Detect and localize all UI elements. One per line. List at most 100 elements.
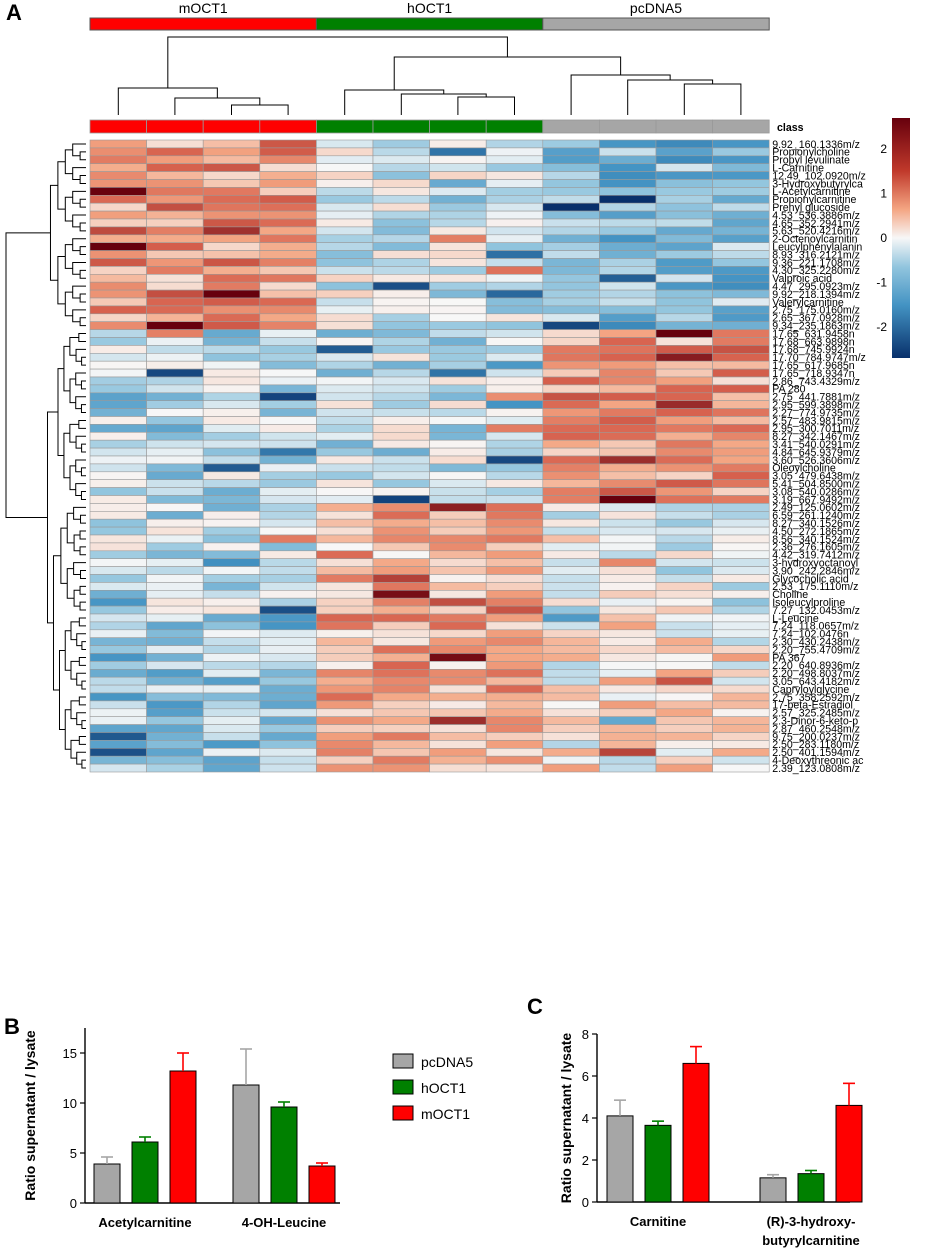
class-cell bbox=[429, 119, 487, 134]
heatmap-cell bbox=[202, 763, 261, 773]
heatmap-cell bbox=[655, 574, 713, 583]
heatmap-cell bbox=[429, 439, 487, 449]
heatmap-cell bbox=[599, 463, 657, 473]
heatmap-cell bbox=[542, 526, 600, 536]
heatmap-cell bbox=[89, 503, 147, 512]
heatmap-cell bbox=[655, 352, 713, 362]
row-label: Valerylcarnitine bbox=[772, 297, 844, 309]
heatmap-cell bbox=[89, 431, 147, 441]
heatmap-cell bbox=[712, 724, 770, 733]
heatmap-cell bbox=[542, 155, 600, 165]
heatmap-cell bbox=[146, 637, 204, 646]
heatmap-cell bbox=[655, 479, 713, 488]
heatmap-cell bbox=[372, 566, 430, 575]
heatmap-cell bbox=[372, 147, 430, 157]
heatmap-cell bbox=[429, 210, 487, 220]
heatmap-cell bbox=[202, 155, 261, 165]
dendrogram-branch bbox=[63, 432, 71, 479]
heatmap-cell bbox=[542, 431, 600, 441]
heatmap-cell bbox=[202, 732, 261, 741]
heatmap-cell bbox=[655, 471, 713, 480]
heatmap-cell bbox=[599, 589, 657, 599]
heatmap-cell bbox=[259, 479, 317, 488]
heatmap-cell bbox=[429, 479, 487, 488]
heatmap-cell bbox=[259, 447, 317, 457]
heatmap-cell bbox=[599, 724, 657, 733]
heatmap-cell bbox=[259, 368, 317, 378]
heatmap-cell bbox=[429, 195, 487, 204]
heatmap-cell bbox=[316, 439, 374, 449]
heatmap-cell bbox=[372, 416, 430, 425]
heatmap-cell bbox=[372, 653, 430, 662]
heatmap-cell bbox=[429, 258, 487, 267]
heatmap-cell bbox=[89, 605, 147, 615]
dendrogram-branch bbox=[75, 396, 86, 410]
heatmap-cell bbox=[712, 574, 770, 583]
heatmap-cell bbox=[712, 337, 770, 346]
row-label: 3.08_540.0286m/z bbox=[772, 486, 860, 498]
heatmap-cell bbox=[542, 510, 600, 520]
heatmap-cell bbox=[259, 416, 317, 425]
heatmap-cell bbox=[429, 416, 487, 425]
heatmap-cell bbox=[259, 653, 317, 662]
heatmap-cell bbox=[259, 534, 317, 544]
heatmap-cell bbox=[316, 597, 374, 607]
heatmap-cell bbox=[259, 597, 317, 607]
heatmap-cell bbox=[712, 147, 770, 157]
heatmap-cell bbox=[372, 503, 430, 512]
heatmap-cell bbox=[202, 542, 261, 552]
heatmap-cell bbox=[542, 202, 600, 212]
heatmap-cell bbox=[485, 613, 544, 623]
heatmap-cell bbox=[712, 242, 770, 251]
heatmap-cell bbox=[712, 653, 770, 662]
heatmap-cell bbox=[712, 218, 770, 228]
heatmap-cell bbox=[202, 360, 261, 370]
heatmap-cell bbox=[655, 305, 713, 315]
heatmap-cell bbox=[259, 692, 317, 702]
heatmap-cell bbox=[316, 424, 374, 433]
heatmap-cell bbox=[655, 210, 713, 220]
heatmap-cell bbox=[372, 471, 430, 480]
heatmap-cell bbox=[202, 376, 261, 386]
heatmap-cell bbox=[485, 653, 544, 662]
heatmap-cell bbox=[372, 250, 430, 259]
heatmap-cell bbox=[429, 668, 487, 678]
heatmap-cell bbox=[655, 700, 713, 710]
heatmap-cell bbox=[202, 518, 261, 528]
row-label: 3.41_540.0291m/z bbox=[772, 439, 860, 451]
heatmap-cell bbox=[712, 313, 770, 322]
heatmap-cell bbox=[89, 566, 147, 575]
heatmap-cell bbox=[429, 234, 487, 244]
heatmap-cell bbox=[372, 424, 430, 433]
heatmap-cell bbox=[202, 139, 261, 149]
heatmap-cell bbox=[259, 345, 317, 354]
heatmap-cell bbox=[429, 558, 487, 567]
dendrogram-branch bbox=[75, 483, 86, 496]
heatmap-cell bbox=[89, 171, 147, 180]
heatmap-cell bbox=[655, 566, 713, 575]
y-tick-label: 2 bbox=[582, 1153, 589, 1168]
heatmap-cell bbox=[316, 281, 374, 291]
heatmap-cell bbox=[89, 495, 147, 504]
heatmap-cell bbox=[712, 471, 770, 480]
heatmap-cell bbox=[146, 613, 204, 623]
heatmap-cell bbox=[89, 645, 147, 654]
heatmap-cell bbox=[542, 597, 600, 607]
heatmap-cell bbox=[146, 266, 204, 275]
heatmap-cell bbox=[259, 147, 317, 157]
dendrogram-branch bbox=[81, 443, 86, 453]
y-tick-label: 5 bbox=[70, 1146, 77, 1161]
heatmap-cell bbox=[655, 518, 713, 528]
dendrogram-branch bbox=[80, 491, 86, 500]
heatmap-cell bbox=[485, 424, 544, 433]
heatmap-cells bbox=[89, 139, 770, 773]
dendrogram-branch bbox=[231, 104, 289, 115]
class-cell bbox=[315, 119, 374, 134]
heatmap-cell bbox=[372, 597, 430, 607]
heatmap-cell bbox=[372, 526, 430, 536]
heatmap-cell bbox=[89, 258, 147, 267]
heatmap-cell bbox=[542, 700, 600, 710]
heatmap-cell bbox=[712, 210, 770, 220]
heatmap-cell bbox=[485, 439, 544, 449]
heatmap-cell bbox=[485, 574, 544, 583]
